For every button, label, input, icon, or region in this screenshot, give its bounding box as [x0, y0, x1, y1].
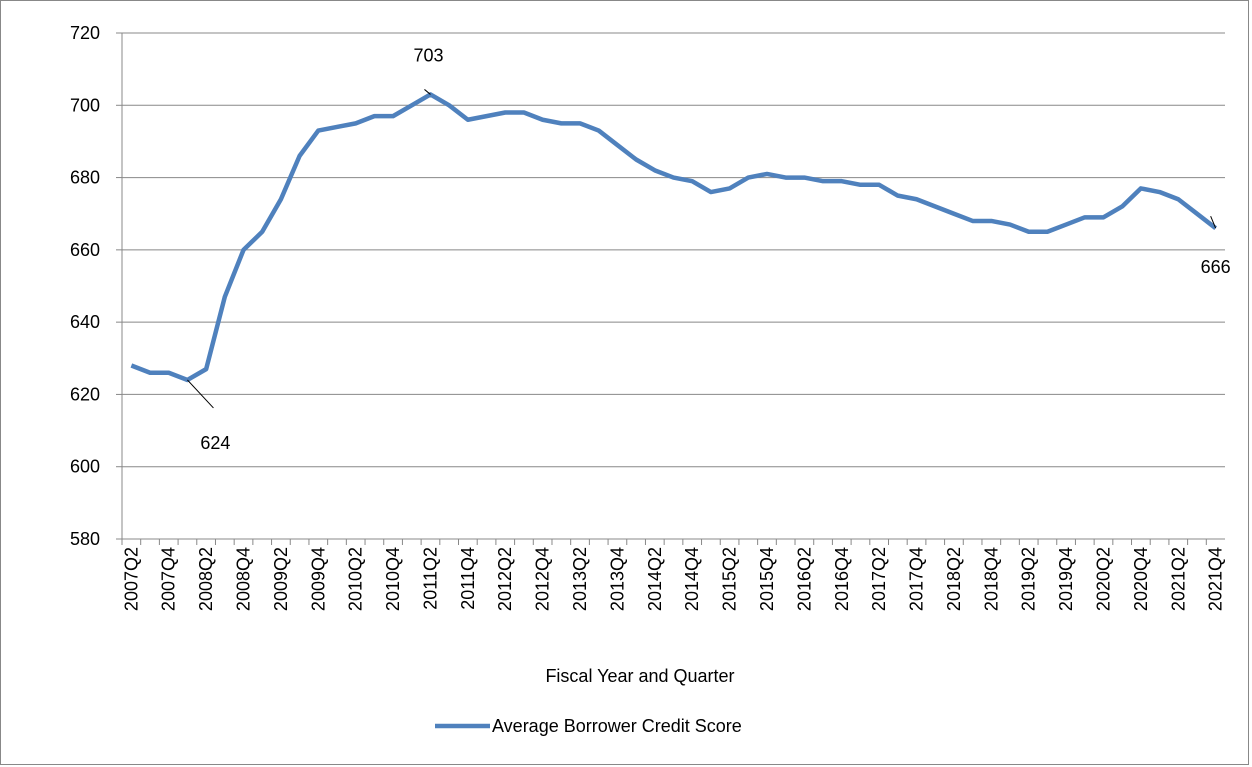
leader-line [1210, 215, 1217, 229]
x-tick-label: 2008Q2 [196, 547, 216, 611]
x-tick-label: 2018Q4 [981, 547, 1001, 611]
data-label: 666 [1201, 257, 1231, 277]
x-tick-label: 2007Q4 [159, 547, 179, 611]
leader-line [187, 379, 214, 409]
x-tick-label: 2017Q4 [907, 547, 927, 611]
x-tick-label: 2020Q2 [1093, 547, 1113, 611]
x-tick-label: 2011Q2 [420, 547, 440, 610]
x-tick-label: 2016Q4 [832, 547, 852, 611]
x-tick-label: 2019Q4 [1056, 547, 1076, 611]
x-tick-label: 2021Q2 [1168, 547, 1188, 611]
x-tick-label: 2009Q2 [271, 547, 291, 611]
y-tick-label: 660 [70, 240, 100, 260]
y-tick-label: 580 [70, 529, 100, 549]
x-tick-label: 2019Q2 [1019, 547, 1039, 611]
y-tick-label: 720 [70, 23, 100, 43]
y-tick-label: 620 [70, 384, 100, 404]
leader-line [424, 89, 431, 95]
x-tick-label: 2017Q2 [869, 547, 889, 611]
y-tick-label: 700 [70, 95, 100, 115]
x-tick-label: 2011Q4 [458, 547, 478, 610]
x-tick-label: 2010Q4 [383, 547, 403, 611]
x-tick-label: 2007Q2 [121, 547, 141, 611]
x-tick-label: 2014Q4 [682, 547, 702, 611]
y-tick-label: 680 [70, 168, 100, 188]
legend-label: Average Borrower Credit Score [492, 716, 742, 736]
data-label: 624 [200, 433, 230, 453]
x-tick-label: 2008Q4 [234, 547, 254, 611]
x-tick-label: 2016Q2 [794, 547, 814, 611]
y-tick-label: 640 [70, 312, 100, 332]
x-tick-label: 2015Q4 [757, 547, 777, 611]
x-tick-label: 2010Q2 [346, 547, 366, 611]
x-tick-label: 2012Q4 [533, 547, 553, 611]
x-tick-label: 2013Q4 [607, 547, 627, 611]
x-tick-label: 2013Q2 [570, 547, 590, 611]
x-tick-label: 2014Q2 [645, 547, 665, 611]
data-label: 703 [413, 45, 443, 65]
line-series [130, 92, 1218, 383]
x-tick-label: 2009Q4 [308, 547, 328, 611]
x-tick-label: 2018Q2 [944, 547, 964, 611]
x-tick-label: 2015Q2 [720, 547, 740, 611]
x-tick-label: 2012Q2 [495, 547, 515, 611]
x-axis-title: Fiscal Year and Quarter [545, 666, 734, 686]
x-tick-label: 2021Q4 [1206, 547, 1226, 611]
y-tick-label: 600 [70, 457, 100, 477]
x-tick-label: 2020Q4 [1131, 547, 1151, 611]
